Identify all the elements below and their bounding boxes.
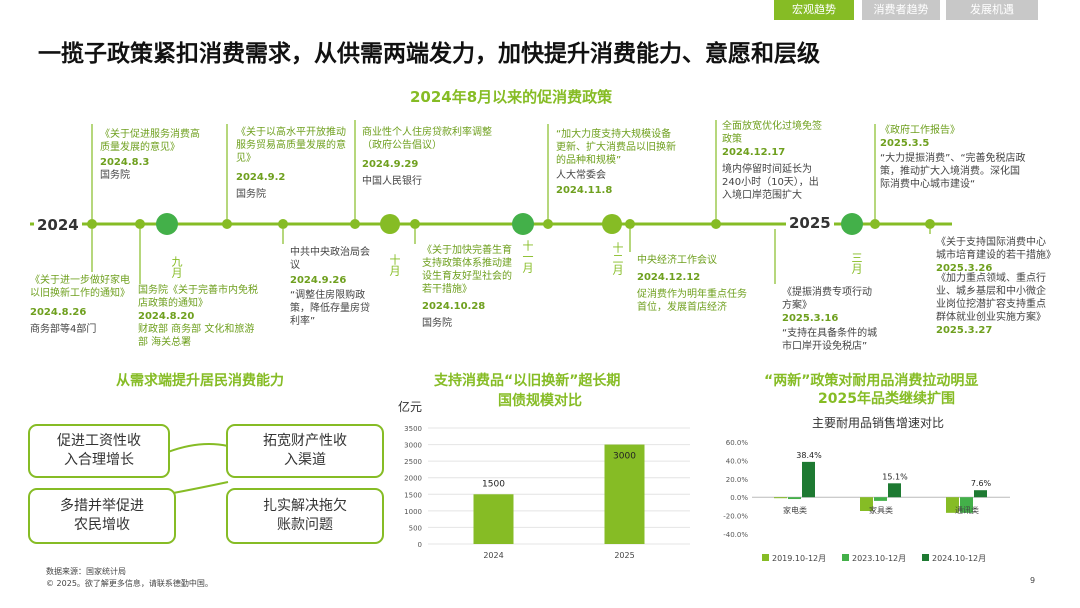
source-note: 数据来源：国家统计局 (46, 567, 126, 576)
bond-chart-title-2: 国债规模对比 (498, 393, 582, 409)
y-tick-label: 2000 (404, 475, 422, 483)
policy-item: 中央经济工作会议 2024.12.12 促消费作为明年重点任务首位，发展首店经济 (637, 255, 747, 313)
bar (774, 497, 787, 499)
tab-macro[interactable]: 宏观趋势 (774, 0, 854, 20)
legend-label: 2023.10-12月 (852, 554, 906, 563)
page-title: 一揽子政策紧扣消费需求，从供需两端发力，加快提升消费能力、意愿和层级 (38, 41, 820, 67)
y-tick-label: 20.0% (726, 476, 749, 484)
y-tick-label: -20.0% (723, 513, 748, 521)
policy-item: 商业性个人住房贷款利率调整（政府公告倡议） 2024.9.29 中国人民银行 (362, 127, 492, 187)
y-tick-label: 3500 (404, 425, 422, 433)
tab-opportunity[interactable]: 发展机遇 (946, 0, 1038, 20)
policy-item: “加大力度支持大规模设备更新、扩大消费品以旧换新的品种和规模” 人大常委会 20… (556, 129, 676, 196)
demand-box: 拓宽财产性收入渠道 (226, 424, 384, 478)
bond-chart-title: 支持消费品“以旧换新”超长期 (434, 373, 621, 389)
data-label: 1500 (482, 479, 505, 489)
policy-item: 中共中央政治局会议 2024.9.26 “调整住房限购政策，降低存量房贷利率” (290, 247, 370, 327)
legend-swatch (922, 554, 929, 561)
bar (888, 483, 901, 498)
year-2025: 2025 (786, 214, 834, 232)
demand-box: 促进工资性收入合理增长 (28, 424, 170, 478)
y-tick-label: 0.0% (730, 494, 748, 502)
timeline-title: 2024年8月以来的促消费政策 (410, 88, 613, 106)
month-sep: 九月 (170, 256, 183, 278)
bar (788, 497, 801, 500)
year-2024: 2024 (34, 216, 82, 234)
data-label: 3000 (613, 452, 636, 462)
y-tick-label: 500 (409, 524, 422, 532)
month-dec: 十二月 (611, 242, 624, 275)
legend-swatch (842, 554, 849, 561)
y-tick-label: 3000 (404, 442, 422, 450)
legend-label: 2019.10-12月 (772, 554, 826, 563)
y-tick-label: 1500 (404, 491, 422, 499)
bond-chart-unit: 亿元 (398, 400, 423, 414)
bond-chart: 0 500 1000 1500 2000 2500 3000 3500 1500 2024 3000… (404, 425, 690, 560)
x-tick-label: 通讯类 (955, 505, 979, 515)
bar (473, 494, 514, 544)
bar (604, 444, 645, 544)
durables-chart-title: “两新”政策对耐用品消费拉动明显 (764, 373, 979, 389)
bar (860, 497, 873, 511)
month-oct: 十月 (388, 254, 401, 276)
policy-item: 《加力重点领域、重点行业、城乡基层和中小微企业岗位挖潜扩容支持重点群体就业创业实… (936, 273, 1046, 336)
durables-chart-title-2: 2025年品类继续扩围 (818, 391, 955, 407)
policy-item: 《关于支持国际消费中心城市培育建设的若干措施》 2025.3.26 (936, 237, 1056, 274)
y-tick-label: 2500 (404, 458, 422, 466)
y-tick-label: 40.0% (726, 457, 749, 465)
policy-item: 全面放宽优化过境免签政策 2024.12.17 境内停留时间延长为240小时（1… (722, 121, 822, 201)
page-number: 9 (1030, 576, 1036, 585)
tab-consumer[interactable]: 消费者趋势 (862, 0, 940, 20)
policy-item: 《关于以高水平开放推动服务贸易高质量发展的意见》 2024.9.2 国务院 (236, 127, 346, 200)
policy-item: 《关于进一步做好家电以旧换新工作的通知》 2024.8.26 商务部等4部门 (30, 275, 130, 335)
demand-box: 扎实解决拖欠账款问题 (226, 488, 384, 544)
policy-item: 《提振消费专项行动方案》 2025.3.16 “支持在具备条件的城市口岸开设免税… (782, 287, 878, 352)
copyright: © 2025。欲了解更多信息，请联系德勤中国。 (46, 579, 213, 588)
x-tick-label: 2024 (483, 551, 503, 560)
y-tick-label: 60.0% (726, 439, 749, 447)
y-tick-label: 1000 (404, 508, 422, 516)
y-tick-label: -40.0% (723, 531, 748, 539)
bar (946, 497, 959, 513)
policy-item: 《关于加快完善生育支持政策体系推动建设生育友好型社会的若干措施》 2024.10… (422, 245, 512, 329)
policy-item: 国务院《关于完善市内免税店政策的通知》 2024.8.20 财政部 商务部 文化… (138, 285, 258, 348)
demand-title: 从需求端提升居民消费能力 (116, 373, 284, 389)
x-tick-label: 家具类 (869, 505, 893, 515)
bar (974, 490, 987, 498)
bar (874, 497, 887, 501)
durables-inner-title: 主要耐用品销售增速对比 (812, 416, 945, 430)
data-label: 7.6% (971, 479, 992, 488)
month-nov: 十一月 (521, 240, 534, 273)
legend-label: 2024.10-12月 (932, 554, 986, 563)
durables-chart: 60.0% 40.0% 20.0% 0.0% -20.0% -40.0% 38.4% 家电类 1… (723, 439, 1010, 563)
legend-swatch (762, 554, 769, 561)
bar (960, 497, 973, 513)
data-label: 15.1% (882, 472, 908, 481)
demand-box: 多措并举促进农民增收 (28, 488, 176, 544)
data-label: 38.4% (796, 451, 822, 460)
policy-item: 《政府工作报告》 2025.3.5 “大力提振消费”、“完善免税店政策，推动扩大… (880, 125, 1026, 190)
x-tick-label: 家电类 (783, 505, 807, 515)
bar (802, 461, 815, 498)
month-mar: 三月 (850, 252, 863, 274)
y-tick-label: 0 (418, 541, 422, 549)
x-tick-label: 2025 (614, 551, 634, 560)
policy-item: 《关于促进服务消费高质量发展的意见》 2024.8.3 国务院 (100, 129, 200, 181)
